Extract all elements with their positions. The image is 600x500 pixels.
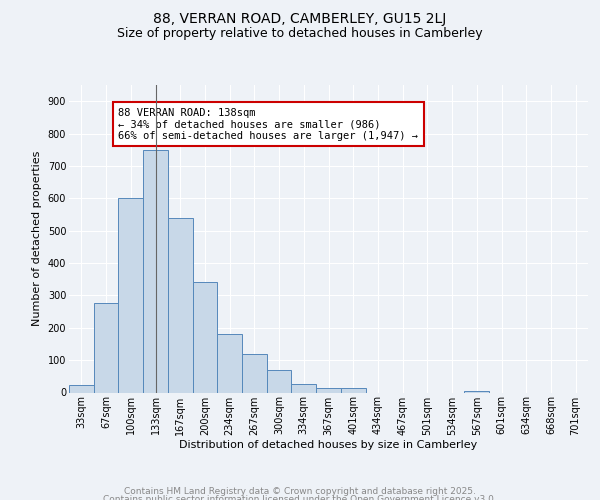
Bar [341, 388, 365, 392]
X-axis label: Distribution of detached houses by size in Camberley: Distribution of detached houses by size … [179, 440, 478, 450]
Bar [217, 334, 242, 392]
Bar [143, 150, 168, 392]
Bar [292, 384, 316, 392]
Bar [267, 370, 292, 392]
Bar [168, 218, 193, 392]
Bar [242, 354, 267, 393]
Y-axis label: Number of detached properties: Number of detached properties [32, 151, 42, 326]
Text: Contains public sector information licensed under the Open Government Licence v3: Contains public sector information licen… [103, 495, 497, 500]
Bar [118, 198, 143, 392]
Text: 88, VERRAN ROAD, CAMBERLEY, GU15 2LJ: 88, VERRAN ROAD, CAMBERLEY, GU15 2LJ [154, 12, 446, 26]
Bar [316, 388, 341, 392]
Bar [193, 282, 217, 393]
Bar [69, 386, 94, 392]
Bar [464, 391, 489, 392]
Text: Contains HM Land Registry data © Crown copyright and database right 2025.: Contains HM Land Registry data © Crown c… [124, 487, 476, 496]
Text: 88 VERRAN ROAD: 138sqm
← 34% of detached houses are smaller (986)
66% of semi-de: 88 VERRAN ROAD: 138sqm ← 34% of detached… [118, 108, 418, 141]
Text: Size of property relative to detached houses in Camberley: Size of property relative to detached ho… [117, 28, 483, 40]
Bar [94, 304, 118, 392]
